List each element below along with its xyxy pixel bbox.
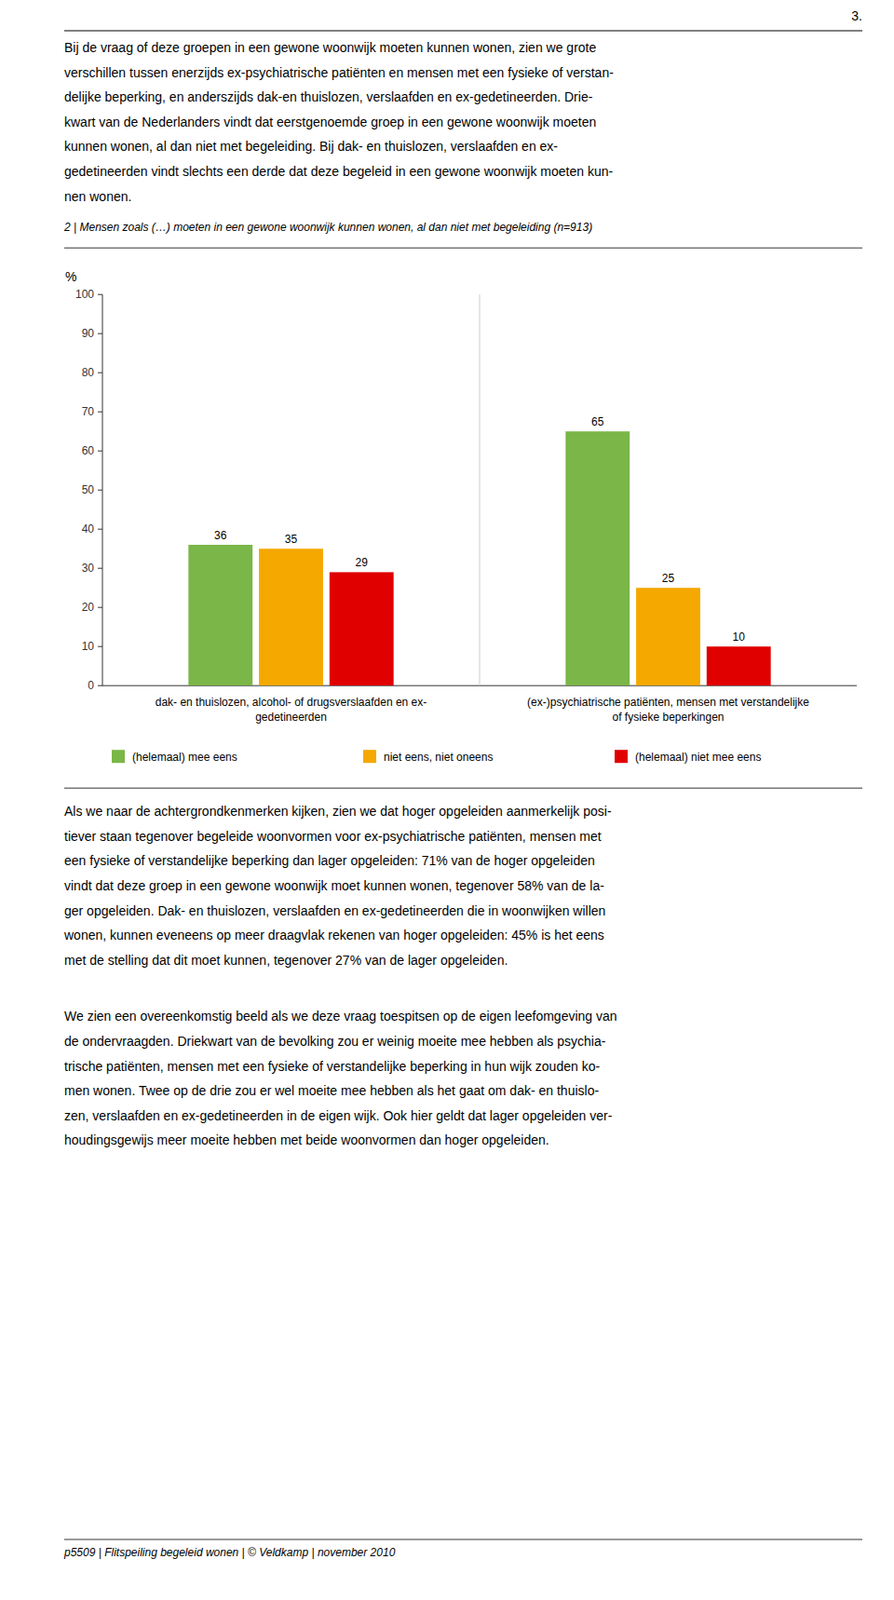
bar	[329, 571, 394, 686]
bar	[258, 548, 324, 686]
rule	[64, 247, 863, 249]
y-axis	[102, 294, 104, 686]
paragraph-line: nen wonen.	[64, 189, 132, 204]
data-label: 25	[662, 571, 676, 585]
footer: p5509 | Flitspeiling begeleid wonen | © …	[63, 1545, 396, 1559]
legend-swatch	[363, 749, 377, 763]
paragraph-line: trische patiënten, mensen met een fysiek…	[64, 1058, 600, 1074]
paragraph-line: ger opgeleiden. Dak- en thuislozen, vers…	[64, 903, 606, 919]
y-tick-label: 10	[81, 639, 95, 653]
paragraph-line: delijke beperking, en anderszijds dak-en…	[64, 89, 594, 105]
legend-swatch	[111, 749, 125, 763]
bar	[636, 587, 701, 686]
bar	[188, 544, 253, 686]
y-tick	[97, 450, 103, 452]
y-tick	[97, 568, 103, 569]
y-tick-label: 60	[81, 444, 95, 458]
y-tick	[97, 528, 103, 530]
data-label: 29	[355, 555, 369, 569]
page: 3. Bij de vraag of deze groepen in een ge…	[0, 0, 894, 1600]
paragraph-line: verschillen tussen enerzijds ex-psychiat…	[64, 65, 614, 81]
y-tick-label: 20	[81, 600, 95, 614]
paragraph-line: de ondervraagden. Driekwart van de bevol…	[64, 1033, 607, 1049]
y-tick	[97, 685, 103, 687]
y-tick	[97, 294, 103, 296]
category-label: (ex-)psychiatrische patiënten, mensen me…	[527, 695, 810, 724]
y-tick-label: 30	[81, 561, 95, 575]
paragraph-line: vindt dat deze groep in een gewone woonw…	[64, 878, 605, 894]
paragraph-line: kunnen wonen, al dan niet met begeleidin…	[64, 138, 558, 154]
page-number: 3.	[851, 8, 863, 24]
y-tick	[97, 372, 103, 374]
y-tick-label: 70	[81, 405, 95, 419]
group-separator	[479, 294, 481, 686]
background	[0, 0, 894, 1600]
bars	[188, 431, 771, 686]
data-label: 10	[732, 630, 746, 644]
category-label: dak- en thuislozen, alcohol- of drugsver…	[155, 695, 428, 724]
bar	[565, 431, 630, 686]
paragraph-line: tiever staan tegenover begeleide woonvor…	[64, 828, 602, 844]
y-tick-label: 100	[75, 287, 95, 301]
y-tick	[97, 411, 103, 413]
y-tick	[97, 646, 103, 648]
legend-entry: (helemaal) niet mee eens	[635, 750, 761, 764]
paragraph-line: gedetineerden vindt slechts een derde da…	[64, 163, 614, 179]
paragraph-line: wonen, kunnen eveneens op meer draagvlak…	[63, 927, 605, 943]
paragraph-line: houdingsgewijs meer moeite hebben met be…	[64, 1132, 550, 1148]
data-label: 36	[214, 528, 228, 542]
rule	[64, 1539, 863, 1541]
legend-entry: (helemaal) mee eens	[132, 750, 238, 764]
y-tick-label: 0	[87, 678, 95, 692]
rule	[64, 787, 863, 789]
data-label: 35	[284, 532, 298, 546]
chart-title: 2 | Mensen zoals (…) moeten in een gewon…	[63, 220, 593, 234]
y-tick-label: 50	[81, 483, 95, 497]
paragraph-line: We zien een overeenkomstig beeld als we …	[64, 1008, 618, 1024]
y-axis-label: %	[65, 269, 77, 285]
paragraph-line: Als we naar de achtergrondkenmerken kijk…	[64, 803, 612, 819]
y-tick	[97, 333, 103, 335]
paragraph-line: een fysieke of verstandelijke beperking …	[64, 853, 596, 868]
y-tick	[97, 489, 103, 491]
data-label: 65	[591, 415, 605, 429]
y-tick-label: 40	[81, 522, 95, 536]
y-tick	[97, 607, 103, 609]
paragraph-line: kwart van de Nederlanders vindt dat eers…	[64, 114, 596, 130]
rule	[64, 29, 863, 31]
paragraph-line: zen, verslaafden en ex-gedetineerden in …	[64, 1108, 613, 1124]
legend: (helemaal) mee eens niet eens, niet oneen…	[111, 749, 761, 764]
chart: % 0 10 20 30 40 50 60 70 80 90 100 36 35 29 65 25 10 dak- …	[65, 269, 857, 764]
legend-entry: niet eens, niet oneens	[383, 750, 493, 764]
paragraph-line: Bij de vraag of deze groepen in een gewo…	[64, 40, 596, 55]
paragraph-line: met de stelling dat dit moet kunnen, teg…	[64, 952, 508, 968]
legend-swatch	[614, 749, 628, 763]
y-tick-label: 80	[81, 365, 95, 380]
bar	[706, 646, 772, 686]
paragraph-line: men wonen. Twee op de drie zou er wel mo…	[64, 1083, 599, 1098]
data-labels: 36 35 29 65 25 10	[214, 415, 745, 644]
y-tick-label: 90	[81, 326, 95, 340]
